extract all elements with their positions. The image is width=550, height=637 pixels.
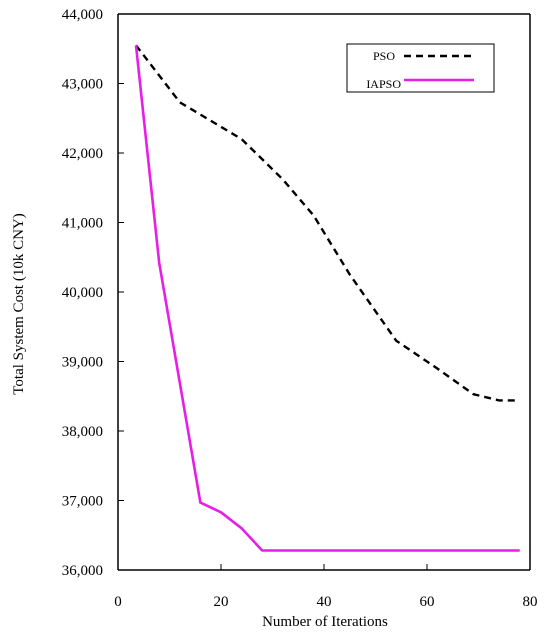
y-tick-label: 41,000 xyxy=(62,216,103,232)
x-tick-label: 0 xyxy=(114,594,122,610)
series-line-iapso xyxy=(134,45,520,552)
x-tick-label: 20 xyxy=(214,594,229,610)
legend-label-pso: PSO xyxy=(373,49,395,63)
series-lines xyxy=(134,44,520,552)
y-tick-label: 38,000 xyxy=(62,424,103,440)
x-tick-label: 80 xyxy=(523,594,538,610)
y-axis-title: Total System Cost (10k CNY) xyxy=(11,213,27,394)
legend-box xyxy=(346,43,495,93)
axes: 36,000 37,000 38,000 39,000 40,000 41,000 42,0… xyxy=(62,7,538,610)
y-tick-label: 37,000 xyxy=(62,494,103,510)
y-tick-label: 36,000 xyxy=(62,563,103,579)
x-axis-title: Number of Iterations xyxy=(262,614,388,630)
y-tick-label: 42,000 xyxy=(62,146,103,162)
y-tick-label: 39,000 xyxy=(62,355,103,371)
legend: PSO IAPSO xyxy=(346,43,495,93)
series-line-pso xyxy=(135,44,520,402)
x-tick-label: 60 xyxy=(420,594,435,610)
y-tick-label: 44,000 xyxy=(62,7,103,23)
y-tick-label: 40,000 xyxy=(62,285,103,301)
x-tick-label: 40 xyxy=(317,594,332,610)
legend-label-iapso: IAPSO xyxy=(366,77,401,91)
y-tick-label: 43,000 xyxy=(62,77,103,93)
